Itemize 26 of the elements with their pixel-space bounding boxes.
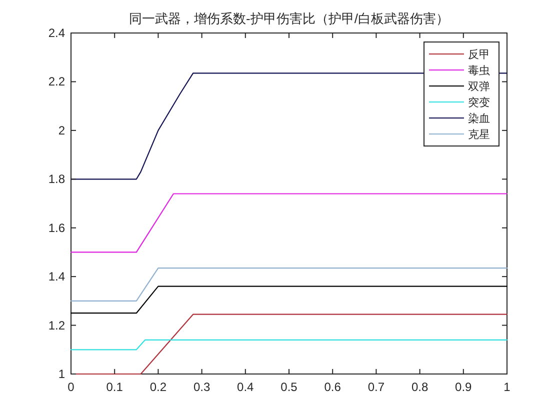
x-tick-label: 0 [68,380,75,394]
y-tick-label: 2.4 [48,26,66,40]
legend-label: 毒虫 [468,64,490,77]
x-tick-label: 0.8 [411,380,428,394]
x-tick-label: 0.9 [455,380,472,394]
x-tick-label: 0.3 [193,380,210,394]
y-tick-label: 2.2 [48,74,66,89]
x-tick-label: 0.1 [106,380,124,394]
legend-label: 双弹 [468,80,490,93]
y-tick-label: 1.4 [48,270,66,284]
chart-title: 同一武器，增伤系数-护甲伤害比（护甲/白板武器伤害） [129,11,449,26]
y-tick-label: 1.8 [48,172,66,186]
y-tick-label: 1.6 [48,220,66,235]
x-tick-label: 0.2 [150,380,167,394]
legend-label: 突变 [468,96,490,109]
y-tick-label: 1 [58,367,66,381]
x-tick-label: 0.4 [237,380,254,394]
x-tick-label: 1 [504,380,511,394]
legend-label: 染血 [468,112,490,125]
x-tick-label: 0.5 [280,380,298,394]
legend-label: 克星 [468,128,490,141]
x-tick-label: 0.6 [324,380,342,394]
y-tick-label: 2 [58,123,66,138]
y-tick-label: 1.2 [48,318,66,332]
legend-label: 反甲 [468,48,490,61]
x-tick-label: 0.7 [368,380,385,394]
